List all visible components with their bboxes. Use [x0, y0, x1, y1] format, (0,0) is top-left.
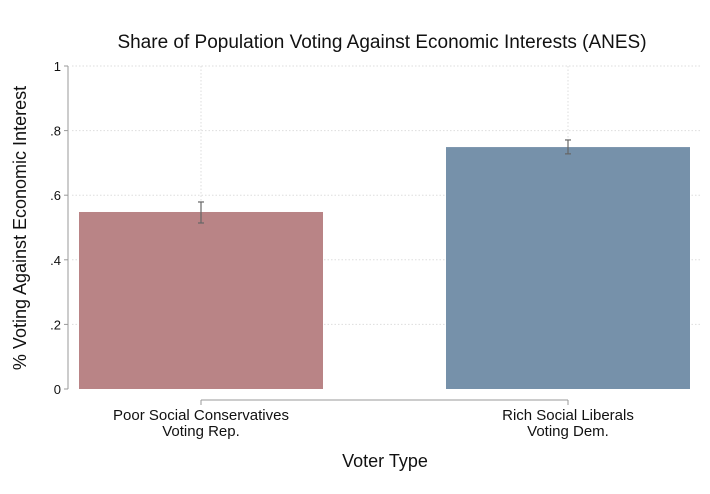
y-tick-label: .8	[50, 124, 61, 139]
x-tick-label: Voting Dem.	[527, 423, 609, 440]
y-tick-label: .4	[50, 253, 61, 268]
chart-title: Share of Population Voting Against Econo…	[117, 32, 646, 53]
x-tick-label: Rich Social Liberals	[502, 407, 634, 424]
x-axis-label: Voter Type	[342, 451, 428, 471]
y-axis-label: % Voting Against Economic Interest	[10, 86, 30, 370]
x-tick-label: Voting Rep.	[162, 423, 240, 440]
x-tick-label: Poor Social Conservatives	[113, 407, 289, 424]
y-tick-label: .2	[50, 317, 61, 332]
y-tick-label: 1	[54, 59, 61, 74]
y-tick-label: .6	[50, 188, 61, 203]
bar	[446, 147, 690, 389]
y-tick-label: 0	[54, 382, 61, 397]
bar	[79, 211, 323, 389]
